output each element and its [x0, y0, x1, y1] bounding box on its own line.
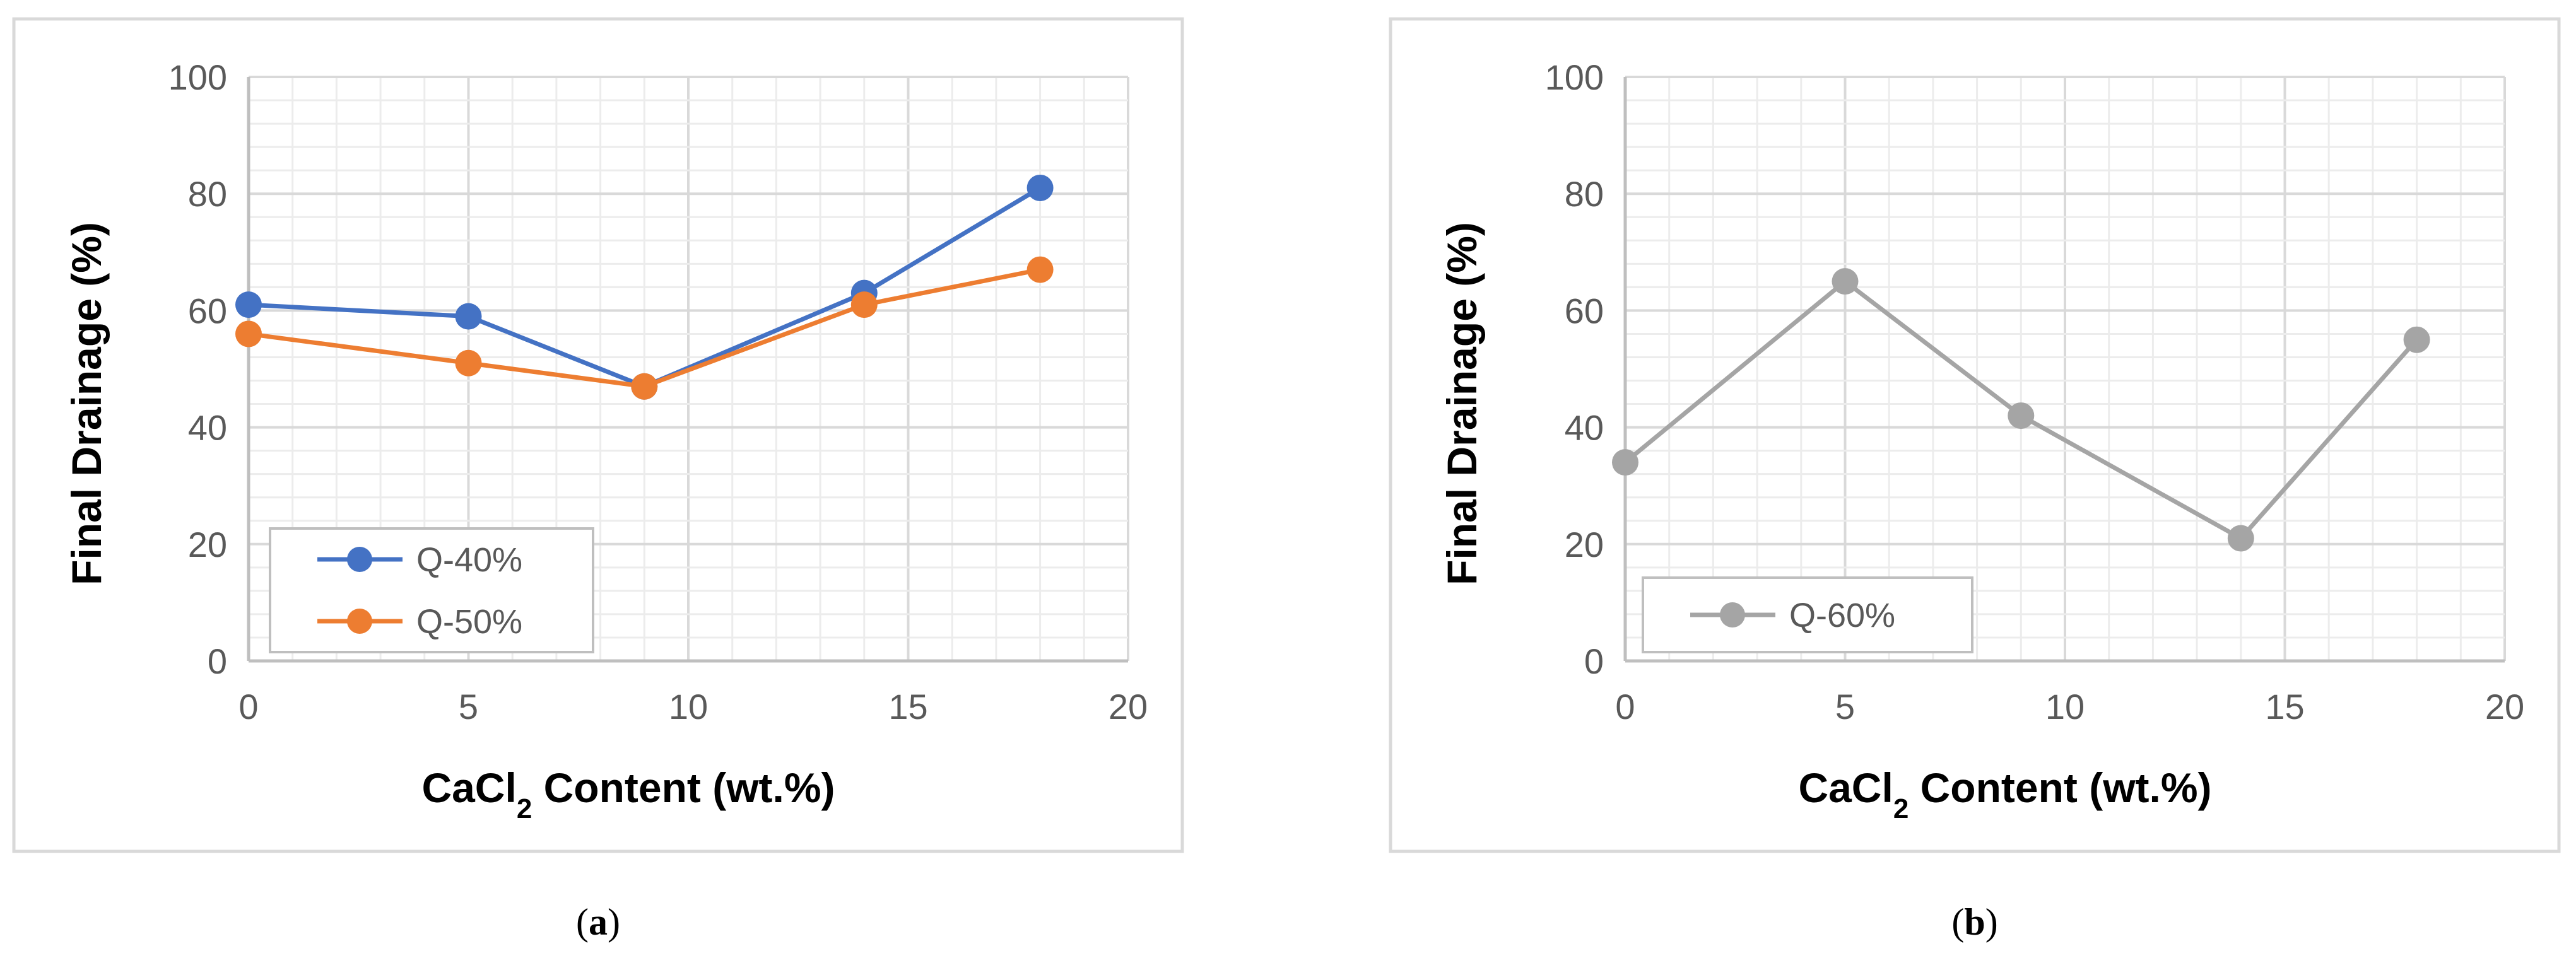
data-point [2008, 402, 2035, 429]
legend-swatch-marker [347, 609, 372, 634]
x-tick-label: 5 [459, 687, 478, 727]
x-axis-title: CaCl2 Content (wt.%) [1798, 764, 2211, 824]
series-layer [235, 174, 1054, 400]
panel-caption: (a) [576, 901, 620, 943]
tick-labels: 0 5 10 15 20 0 20 40 60 80 100 [168, 57, 1148, 727]
legend: Q-60% [1642, 576, 1973, 653]
legend-label: Q-60% [1789, 597, 1895, 634]
x-tick-label: 15 [888, 687, 927, 727]
chart-frame [12, 17, 1184, 853]
y-axis-title: Final Drainage (%) [63, 222, 110, 585]
data-point [1612, 449, 1638, 476]
legend-item: Q-60% [1690, 597, 1895, 634]
panel-label: a [589, 901, 608, 943]
panel-caption: (b) [1951, 901, 1997, 943]
data-point [1026, 256, 1054, 283]
series-1 [1612, 268, 2430, 552]
x-tick-label: 10 [2045, 687, 2085, 727]
series-2 [235, 256, 1054, 400]
tick-labels: 0 5 10 15 20 0 20 40 60 80 100 [1545, 57, 2525, 727]
x-axis-title-subscript: 2 [517, 793, 532, 824]
x-axis-title-tail: Content (wt.%) [1908, 764, 2211, 811]
data-point [455, 349, 482, 376]
x-tick-label: 10 [669, 687, 708, 727]
x-tick-label: 20 [2485, 687, 2524, 727]
y-tick-label: 0 [208, 641, 227, 681]
data-point [235, 291, 262, 318]
data-point [850, 291, 878, 318]
x-tick-label: 0 [1615, 687, 1635, 727]
y-tick-label: 60 [1565, 291, 1604, 330]
y-tick-label: 100 [168, 57, 227, 97]
data-point [455, 303, 482, 330]
y-tick-label: 40 [188, 408, 227, 448]
y-axis-title: Final Drainage (%) [1438, 222, 1485, 585]
y-tick-label: 0 [1584, 641, 1604, 681]
x-axis-title-subscript: 2 [1893, 793, 1908, 824]
data-point [2403, 326, 2430, 353]
data-point [1832, 268, 1859, 295]
data-point [235, 320, 262, 347]
y-tick-label: 40 [1565, 408, 1604, 448]
chart-frame [1389, 17, 2561, 853]
x-axis-title: CaCl2 Content (wt.%) [421, 764, 835, 824]
data-point [1026, 174, 1054, 201]
legend-swatch-marker [1720, 602, 1745, 627]
data-point [631, 373, 658, 400]
legend-item: Q-50% [317, 603, 522, 641]
legend: Q-40% Q-50% [269, 527, 594, 653]
legend-label: Q-40% [416, 541, 522, 579]
legend-box [269, 527, 594, 653]
x-tick-label: 5 [1835, 687, 1855, 727]
legend-item: Q-40% [317, 541, 522, 579]
y-tick-label: 80 [188, 174, 227, 214]
data-point [2227, 525, 2254, 552]
legend-label: Q-50% [416, 603, 522, 641]
series-layer [1612, 268, 2430, 552]
y-tick-label: 20 [188, 525, 227, 564]
y-tick-label: 60 [188, 291, 227, 330]
x-tick-label: 15 [2265, 687, 2304, 727]
legend-swatch-marker [347, 547, 372, 572]
x-axis-title-main: CaCl [1798, 764, 1893, 811]
x-axis-title-main: CaCl [421, 764, 516, 811]
y-tick-label: 20 [1565, 525, 1604, 564]
x-tick-label: 20 [1109, 687, 1148, 727]
gridlines [1623, 76, 2506, 663]
y-tick-label: 100 [1545, 57, 1604, 97]
panel-label: b [1964, 901, 1985, 943]
x-tick-label: 0 [238, 687, 258, 727]
y-tick-label: 80 [1565, 174, 1604, 214]
x-axis-title-tail: Content (wt.%) [532, 764, 835, 811]
